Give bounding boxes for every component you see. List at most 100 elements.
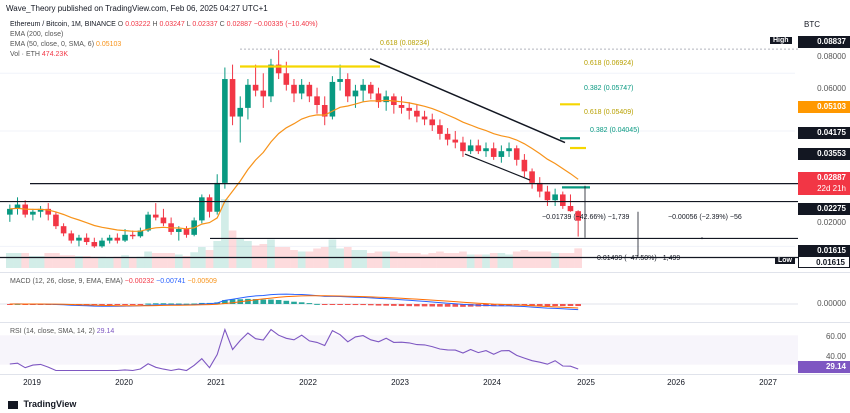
volume-bar [182,256,191,268]
macd-pane [0,293,798,311]
candle-body [321,105,328,117]
candle-body [68,233,75,241]
candle-body [536,182,543,192]
volume-bar [67,255,76,268]
volume-bar [82,256,91,268]
measure-label-1: −0.01739 (−42.66%) −1,739 [542,214,630,221]
macd-histogram-bar [521,304,528,306]
volume-bar [390,251,398,268]
publisher-header: Wave_Theory published on TradingView.com… [0,0,850,18]
volume-bar [121,255,129,268]
logo-text: TradingView [23,399,77,409]
ema50-legend[interactable]: EMA (50, close, 0, SMA, 6) 0.05103 [10,40,121,49]
candle-body [45,208,52,215]
trendline-upper [369,58,566,144]
volume-bar [413,253,421,268]
volume-bar [75,256,83,268]
candle-body [291,84,297,94]
volume-bar [151,253,160,268]
volume-bar [359,250,367,268]
candle-body [7,208,13,215]
volume-bar [205,250,214,268]
fib-label-1: 0.618 (0.08234) [380,40,430,47]
volume-bar [6,253,14,268]
volume-bar [397,253,406,268]
macd-histogram-bar [122,304,128,305]
candle-body [122,234,128,241]
ema200-legend[interactable]: EMA (200, close) [10,30,63,39]
drawings [0,48,798,259]
candle-body [145,214,151,231]
macd-histogram-bar [176,303,182,305]
rsi-axis-tick: 40.00 [825,352,846,361]
candle-body [237,107,244,117]
candle-body [337,79,343,82]
time-axis-tick: 2019 [23,378,41,387]
ema50-value: 0.05103 [95,41,122,48]
candle-body [475,145,482,152]
candle-body [352,90,359,97]
candle-body [152,214,159,218]
rsi-legend[interactable]: RSI (14, close, SMA, 14, 2) 29.14 [10,327,114,336]
macd-histogram-bar [575,304,581,307]
currency-label: BTC [804,20,820,29]
candle-body [275,64,282,74]
price-axis-tick: 0.06000 [817,84,846,93]
volume-bars [6,199,582,268]
high-label: H [152,21,158,28]
volume-bar [459,251,467,268]
candle-body [245,84,251,108]
volume-bar [136,256,145,268]
volume-bar [228,230,237,268]
macd-histogram-bar [252,299,259,304]
volume-bar [574,248,582,268]
high-price-tag: 0.08837 [798,36,850,48]
macd-hist-value: −0.00232 [124,278,155,285]
low-price-tag: 0.01615 [798,256,850,268]
macd-histogram-bar [414,304,420,307]
candle-body [575,211,581,221]
macd-histogram-bar [245,298,251,304]
macd-histogram-bar [406,304,412,307]
macd-legend[interactable]: MACD (12, 26, close, 9, EMA, EMA) −0.002… [10,277,217,286]
rsi-value: 29.14 [96,328,115,335]
candle-body [552,194,558,201]
candle-body [490,148,497,157]
candle-body [360,84,366,91]
candle-body [99,240,105,247]
volume-bar [512,251,521,268]
candle-body [406,107,412,111]
high-value: 0.03247 [159,21,185,28]
volume-bar [44,253,53,268]
macd-line-value: −0.00741 [156,278,186,285]
macd-histogram-bar [383,304,389,306]
macd-histogram-bar [352,304,359,306]
volume-legend[interactable]: Vol · ETH 474.23K [10,50,68,59]
macd-histogram-bar [398,304,405,307]
macd-histogram-bar [368,304,374,306]
volume-bar [474,254,483,268]
symbol-name[interactable]: Ethereum / Bitcoin, 1M, BINANCE [10,21,116,28]
volume-bar [374,251,383,268]
candle-body [91,242,98,247]
candle-body [199,197,205,221]
macd-histogram-bar [329,304,336,305]
candle-body [383,96,389,103]
macd-histogram-bar [544,304,551,307]
candle-body [83,237,90,243]
candle-body [460,142,466,152]
macd-histogram-bar [452,304,459,307]
volume-bar [21,253,30,268]
macd-histogram-bar [298,302,305,304]
volume-bar [251,245,260,268]
candle-body [314,96,320,106]
candle-body [183,229,190,235]
candle-body [544,191,551,201]
tradingview-logo[interactable]: TradingView [8,399,76,409]
macd-histogram-bar [114,304,121,305]
measure-label-3: 0.01499 (−47.50%) −1,499 [597,255,681,262]
rsi-band [0,335,798,365]
candle-body [444,133,451,140]
volume-bar [351,250,360,268]
